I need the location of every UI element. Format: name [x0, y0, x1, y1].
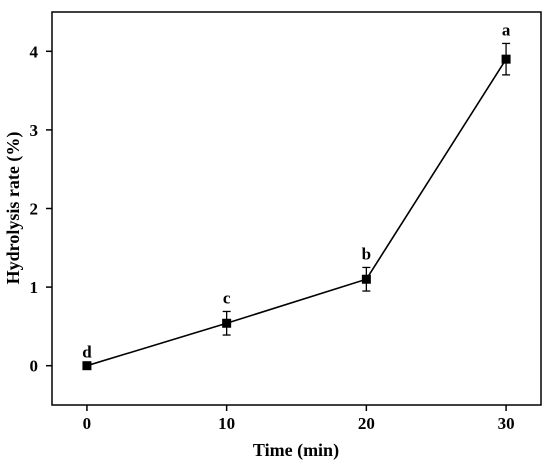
y-axis-title: Hydrolysis rate (%)	[3, 132, 24, 285]
y-tick-label: 2	[30, 200, 39, 219]
x-tick-label: 10	[218, 414, 235, 433]
y-axis: 0 1 2 3 4	[30, 42, 52, 376]
data-point-marker	[361, 274, 371, 284]
x-tick-label: 30	[498, 414, 515, 433]
x-axis: 0 10 20 30	[83, 405, 515, 433]
x-tick-label: 0	[83, 414, 92, 433]
y-tick-label: 0	[30, 357, 39, 376]
significance-label: b	[362, 244, 371, 263]
series-layer: d c b a	[82, 20, 511, 371]
significance-label: d	[82, 343, 92, 362]
data-point-marker	[501, 54, 511, 64]
data-point-marker	[222, 318, 232, 328]
y-tick-label: 4	[30, 42, 39, 61]
significance-label: a	[502, 20, 511, 39]
series-line	[86, 58, 507, 367]
data-point-marker	[82, 361, 92, 371]
y-tick-label: 3	[30, 121, 39, 140]
y-tick-label: 1	[30, 278, 39, 297]
x-axis-title: Time (min)	[253, 440, 339, 461]
plot-frame	[51, 11, 542, 406]
x-tick-label: 20	[358, 414, 375, 433]
significance-label: c	[223, 288, 231, 307]
